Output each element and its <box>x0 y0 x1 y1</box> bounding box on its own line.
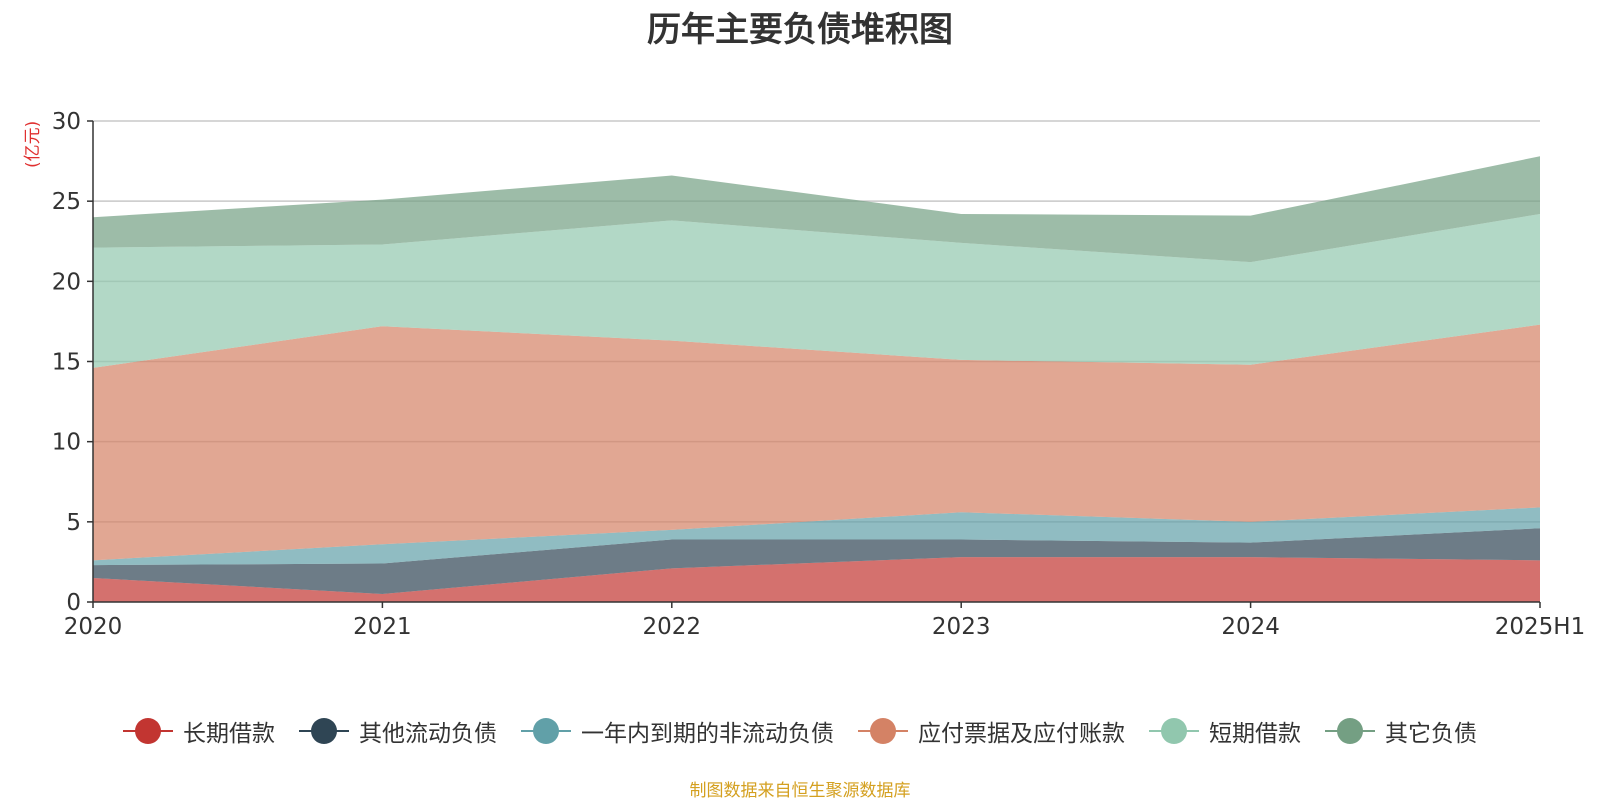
legend-marker-icon <box>1149 718 1199 744</box>
x-tick-label: 2024 <box>1221 614 1280 640</box>
y-tick-label: 5 <box>66 510 81 536</box>
legend-label: 一年内到期的非流动负债 <box>581 721 834 747</box>
chart-title: 历年主要负债堆积图 <box>647 10 953 50</box>
x-tick-label: 2021 <box>353 614 412 640</box>
legend-marker-icon <box>521 718 571 744</box>
legend-label: 短期借款 <box>1209 721 1301 747</box>
legend-marker-icon <box>299 718 349 744</box>
legend-item[interactable]: 短期借款 <box>1149 714 1301 748</box>
y-tick-label: 15 <box>52 350 81 376</box>
source-note: 制图数据来自恒生聚源数据库 <box>689 781 911 801</box>
legend-marker-icon <box>123 718 173 744</box>
legend-item[interactable]: 其它负债 <box>1325 714 1477 748</box>
y-tick-label: 20 <box>52 269 81 295</box>
legend-item[interactable]: 长期借款 <box>123 714 275 748</box>
y-tick-label: 10 <box>52 430 81 456</box>
legend-label: 其它负债 <box>1385 721 1477 747</box>
area-series <box>93 156 1540 602</box>
legend-item[interactable]: 应付票据及应付账款 <box>858 714 1125 748</box>
x-tick-label: 2023 <box>932 614 991 640</box>
x-tick-label: 2020 <box>64 614 123 640</box>
axes: 0 5 10 15 20 25 30 2020 2021 2022 2023 2024 2025H1 <box>52 109 1586 640</box>
y-tick-label: 30 <box>52 109 81 135</box>
x-tick-label: 2022 <box>643 614 702 640</box>
area-series-2 <box>93 528 1540 594</box>
area-series-6 <box>93 156 1540 263</box>
area-series-5 <box>93 213 1540 368</box>
x-tick-label: 2025H1 <box>1495 614 1585 640</box>
area-series-1 <box>93 557 1540 602</box>
legend-marker-icon <box>1325 718 1375 744</box>
legend: 长期借款 其他流动负债 一年内到期的非流动负债 应付票据及应付账款 短期借款 其它负债 <box>0 714 1600 748</box>
area-series-4 <box>93 324 1540 561</box>
y-tick-label: 0 <box>66 590 81 616</box>
legend-item[interactable]: 一年内到期的非流动负债 <box>521 714 834 748</box>
y-tick-label: 25 <box>52 189 81 215</box>
legend-item[interactable]: 其他流动负债 <box>299 714 497 748</box>
stacked-area-chart: 0 5 10 15 20 25 30 2020 2021 2022 2023 2024 2025H1 <box>52 109 1586 640</box>
legend-label: 长期借款 <box>183 721 275 747</box>
area-series-3 <box>93 507 1540 566</box>
legend-marker-icon <box>858 718 908 744</box>
legend-label: 应付票据及应付账款 <box>918 721 1125 747</box>
legend-label: 其他流动负债 <box>359 721 497 747</box>
